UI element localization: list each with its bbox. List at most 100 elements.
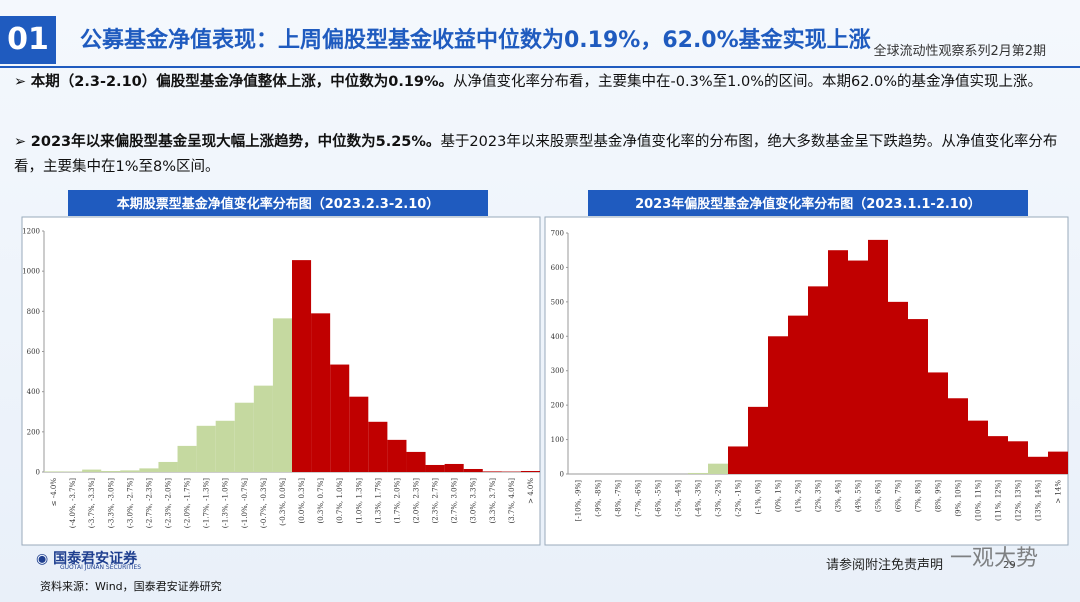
bullet-text: 从净值变化率分布看，主要集中在-0.3%至1.0%的区间。本期62.0%的基金净… (453, 74, 1043, 90)
bar (688, 472, 708, 474)
bar (368, 421, 388, 472)
bar (788, 315, 808, 474)
x-tick-label: (-1.3%, -1.0%] (222, 478, 230, 528)
bar (387, 439, 407, 472)
x-tick-label: (0.3%, 0.7%] (317, 478, 325, 524)
x-tick-label: (1.0%, 1.3%] (355, 478, 363, 524)
y-tick-label: 500 (551, 298, 564, 306)
x-tick-label: (1.3%, 1.7%] (374, 478, 382, 524)
x-tick-label: (5%, 6%] (875, 480, 883, 512)
x-tick-label: (-3%, -2%] (715, 480, 723, 517)
y-tick-label: 1200 (22, 228, 40, 236)
x-tick-label: (2.7%, 3.0%] (451, 478, 459, 524)
section-number: 01 (0, 16, 56, 64)
x-tick-label: (-3.0%, -2.7%] (126, 478, 134, 528)
bar (253, 385, 273, 472)
bar (1048, 451, 1068, 474)
x-tick-label: (11%, 12%] (995, 480, 1003, 521)
bar (1028, 456, 1048, 474)
bullet-bold: 2023年以来偏股型基金呈现大幅上涨趋势，中位数为5.25%。 (30, 134, 441, 150)
x-tick-label: (-4%, -3%] (695, 480, 703, 517)
bar (82, 469, 102, 472)
x-tick-label: (0.7%, 1.0%] (336, 478, 344, 524)
source: 资料来源：Wind，国泰君安证券研究 (40, 580, 222, 593)
x-tick-label: (-2.7%, -2.3%] (145, 478, 153, 528)
bar (808, 286, 828, 474)
x-tick-label: (-2.3%, -2.0%] (165, 478, 173, 528)
x-tick-label: ≤ -4.0% (50, 478, 58, 507)
x-tick-label: (3.0%, 3.3%] (470, 478, 478, 524)
bar (968, 420, 988, 474)
y-tick-label: 0 (560, 471, 564, 479)
x-tick-label: (1.7%, 2.0%] (393, 478, 401, 524)
x-tick-label: (-4.0%, -3.7%] (69, 478, 77, 528)
logo-text: 国泰君安证券 (53, 551, 138, 567)
bar (272, 318, 292, 472)
x-tick-label: (2.0%, 2.3%] (413, 478, 421, 524)
x-tick-label: (-0.7%, -0.3%] (260, 478, 268, 528)
bullet-bold: 本期（2.3-2.10）偏股型基金净值整体上涨，中位数为0.19%。 (30, 74, 454, 90)
page-number: 29 (1003, 560, 1016, 571)
x-tick-label: (7%, 8%] (915, 480, 923, 512)
series-note: 全球流动性观察系列2月第2期 (873, 44, 1046, 59)
x-tick-label: (-7%, -6%] (635, 480, 643, 517)
x-tick-label: (-1.7%, -1.3%] (203, 478, 211, 528)
x-tick-label: (1%, 2%] (795, 480, 803, 512)
x-tick-label: (-2%, -1%] (735, 480, 743, 517)
bar (928, 372, 948, 474)
y-tick-label: 400 (27, 388, 40, 396)
bar (988, 436, 1008, 474)
x-tick-label: (2%, 3%] (815, 480, 823, 512)
bar (311, 313, 331, 472)
y-tick-label: 200 (551, 402, 564, 410)
x-tick-label: (8%, 9%] (935, 480, 943, 512)
x-tick-label: (-1%, 0%] (755, 480, 763, 515)
y-tick-label: 400 (551, 333, 564, 341)
chart-title: 本期股票型基金净值变化率分布图（2023.2.3-2.10） (117, 196, 440, 212)
bar (888, 301, 908, 474)
watermark: 一观大势 (950, 546, 1039, 571)
x-tick-label: (3.3%, 3.7%] (489, 478, 497, 524)
bar (158, 461, 178, 472)
bar (482, 471, 502, 472)
x-tick-label: [-10%, -9%] (575, 480, 583, 522)
y-tick-label: 600 (551, 264, 564, 272)
bar (292, 260, 312, 472)
x-tick-label: (4%, 5%] (855, 480, 863, 512)
bar (848, 260, 868, 474)
x-tick-label: (9%, 10%] (955, 480, 963, 517)
x-tick-label: (-1.0%, -0.7%] (241, 478, 249, 528)
x-tick-label: > 14% (1055, 480, 1063, 504)
x-tick-label: (13%, 14%] (1035, 480, 1043, 521)
bar (520, 470, 540, 472)
y-tick-label: 700 (551, 230, 564, 238)
divider (0, 66, 1080, 68)
bar (349, 396, 369, 472)
disclaimer: 请参阅附注免责声明 (826, 558, 944, 573)
bar (120, 470, 140, 472)
y-tick-label: 100 (551, 436, 564, 444)
bar (1008, 441, 1028, 474)
bar (828, 250, 848, 474)
logo: ◉ 国泰君安证券 (36, 551, 138, 567)
x-tick-label: (-9%, -8%] (595, 480, 603, 517)
chart-title-bg (588, 190, 1028, 216)
x-tick-label: (3%, 4%] (835, 480, 843, 512)
bar (406, 451, 426, 472)
x-tick-label: (3.7%, 4.0%] (508, 478, 516, 524)
bar (748, 406, 768, 474)
chart-title: 2023年偏股型基金净值变化率分布图（2023.1.1-2.10） (635, 196, 981, 212)
x-tick-label: (-8%, -7%] (615, 480, 623, 517)
slide-title: 公募基金净值表现：上周偏股型基金收益中位数为0.19%，62.0%基金实现上涨 (80, 28, 871, 53)
y-tick-label: 800 (27, 308, 40, 316)
x-tick-label: (0%, 1%] (775, 480, 783, 512)
bullet-text: 基于2023年以来股票型基金净值变化率的分布图，绝大多数基金呈下跌趋势。从净值变… (14, 134, 1058, 175)
y-tick-label: 600 (27, 348, 40, 356)
bar (768, 336, 788, 474)
x-tick-label: (10%, 11%] (975, 480, 983, 521)
bar (728, 446, 748, 474)
x-tick-label: (-5%, -4%] (675, 480, 683, 517)
y-tick-label: 300 (551, 367, 564, 375)
